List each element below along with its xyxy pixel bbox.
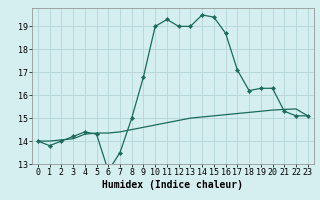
- X-axis label: Humidex (Indice chaleur): Humidex (Indice chaleur): [102, 180, 243, 190]
